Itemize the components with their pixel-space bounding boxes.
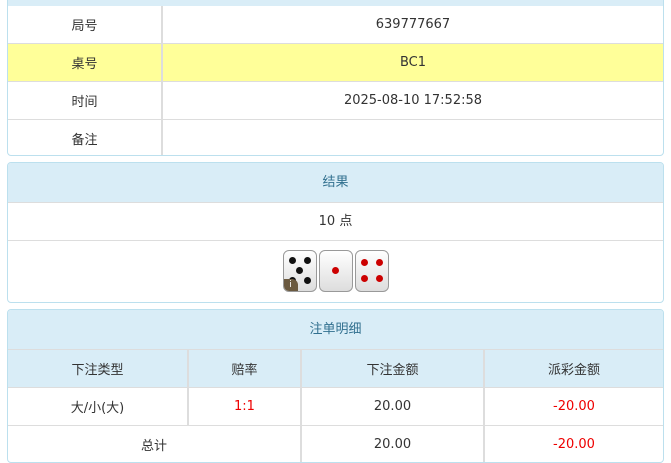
bet-row: 大/小(大) 1:1 20.00 -20.00 — [8, 387, 663, 426]
dice-row: i — [8, 240, 663, 300]
result-title: 结果 — [8, 163, 663, 202]
bet-type: 大/小(大) — [8, 387, 188, 426]
remark-row: 备注 — [8, 119, 663, 155]
remark-label: 备注 — [8, 119, 162, 155]
bet-payout: -20.00 — [483, 387, 663, 426]
total-amount: 20.00 — [300, 425, 484, 462]
time-value: 2025-08-10 17:52:58 — [161, 81, 663, 120]
table-row: 桌号 BC1 — [8, 43, 663, 82]
round-label: 局号 — [71, 19, 98, 34]
table-label: 桌号 — [8, 43, 162, 82]
round-row: 局号 639777667 — [8, 6, 663, 44]
bet-odds: 1:1 — [187, 387, 301, 426]
die-4-icon — [354, 250, 389, 292]
col-bet-type: 下注类型 — [8, 349, 188, 388]
bet-details-panel: 注单明细 下注类型 赔率 下注金额 派彩金额 大/小(大) 1:1 20.00 … — [7, 309, 664, 463]
die-1-icon — [318, 250, 353, 292]
round-value: 639777667 — [161, 6, 663, 44]
remark-value — [161, 119, 663, 155]
result-panel: 结果 10 点 i — [7, 162, 664, 303]
info-icon[interactable]: i — [283, 279, 298, 291]
die-5-icon: i — [282, 250, 317, 292]
time-label: 时间 — [8, 81, 162, 120]
col-bet-amount: 下注金额 — [300, 349, 484, 388]
table-value: BC1 — [161, 43, 663, 82]
total-payout: -20.00 — [483, 425, 663, 462]
column-headers: 下注类型 赔率 下注金额 派彩金额 — [8, 349, 663, 388]
info-panel: 局号 639777667 桌号 BC1 时间 2025-08-10 17:52:58 … — [7, 0, 664, 156]
col-payout: 派彩金额 — [483, 349, 663, 388]
total-label: 总计 — [8, 425, 301, 462]
bet-amount: 20.00 — [300, 387, 484, 426]
result-points: 10 点 — [8, 202, 663, 240]
time-row: 时间 2025-08-10 17:52:58 — [8, 81, 663, 120]
bet-details-title: 注单明细 — [8, 310, 663, 349]
col-odds: 赔率 — [187, 349, 301, 388]
total-row: 总计 20.00 -20.00 — [8, 425, 663, 462]
